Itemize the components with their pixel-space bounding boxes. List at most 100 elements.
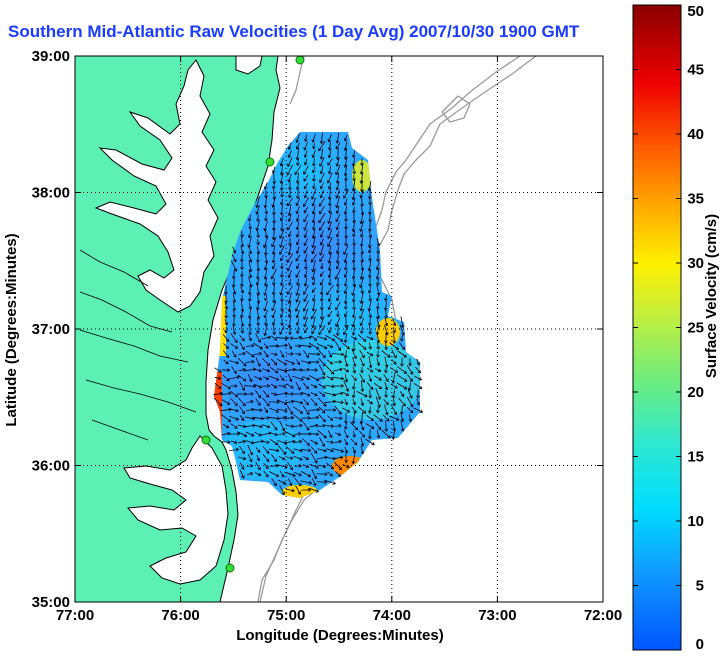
vector-head <box>298 345 302 348</box>
velocity-vector <box>312 229 316 239</box>
vector-head <box>393 412 397 416</box>
vector-head <box>235 363 239 365</box>
vector-head <box>321 266 324 270</box>
vector-head <box>316 361 320 364</box>
vector-head <box>280 308 283 312</box>
vector-head <box>279 236 283 239</box>
vector-head <box>240 259 243 263</box>
velocity-vector <box>276 337 288 339</box>
vector-head <box>311 268 313 272</box>
vector-head <box>378 242 381 247</box>
velocity-vector <box>400 414 404 422</box>
vector-head <box>241 348 245 351</box>
vector-head <box>319 194 321 199</box>
vector-head <box>296 251 300 254</box>
velocity-vector <box>337 252 339 264</box>
colorbar-tick-label: 10 <box>687 513 704 530</box>
vector-head <box>322 423 326 426</box>
velocity-vector <box>309 487 319 493</box>
vector-head <box>250 274 253 278</box>
vector-head <box>351 228 354 232</box>
vector-head <box>272 315 276 319</box>
vector-head <box>303 194 306 199</box>
velocity-vector <box>332 353 344 355</box>
vector-head <box>336 314 339 318</box>
vector-head <box>329 419 333 421</box>
vector-head <box>313 186 316 190</box>
velocity-vector <box>319 254 325 262</box>
velocity-vector <box>365 423 375 429</box>
vector-head <box>279 282 282 286</box>
vector-head <box>378 435 381 439</box>
vector-head <box>332 395 336 397</box>
vector-head <box>345 355 348 359</box>
velocity-vector <box>416 358 420 366</box>
velocity-vector <box>231 350 237 358</box>
vector-head <box>284 408 288 412</box>
velocity-vector <box>312 133 316 143</box>
velocity-vector <box>276 392 288 396</box>
vector-head <box>376 354 379 358</box>
vector-head <box>258 322 260 326</box>
velocity-vector <box>361 253 363 263</box>
vector-head <box>324 455 328 458</box>
vector-head <box>257 396 261 399</box>
vector-head <box>346 379 349 383</box>
vector-head <box>401 363 404 367</box>
vector-head <box>295 299 297 303</box>
colorbar-tick-label: 15 <box>687 449 704 466</box>
velocity-vector <box>249 285 251 295</box>
vector-head <box>288 234 292 238</box>
vector-head <box>336 297 338 301</box>
vector-head <box>292 488 295 492</box>
vector-head <box>264 187 268 190</box>
vector-head <box>264 297 266 302</box>
vector-head <box>235 419 239 421</box>
velocity-vector <box>384 382 388 390</box>
vector-head <box>408 419 412 422</box>
vector-head <box>327 181 331 184</box>
velocity-vector <box>280 215 284 221</box>
velocity-vector <box>336 262 340 270</box>
velocity-vector <box>236 431 248 437</box>
velocity-vector <box>327 344 333 348</box>
velocity-vector <box>318 413 326 423</box>
velocity-vector <box>367 399 373 405</box>
vector-head <box>328 221 331 224</box>
vector-head <box>281 308 284 312</box>
velocity-vector <box>344 311 348 317</box>
vector-head <box>393 395 396 399</box>
velocity-vector <box>221 432 231 436</box>
vector-head <box>315 423 319 426</box>
vector-head <box>234 385 238 388</box>
vector-head <box>367 290 370 294</box>
vector-head <box>274 354 278 357</box>
vector-head <box>354 363 357 367</box>
velocity-vector <box>329 141 331 151</box>
velocity-vector <box>389 342 399 350</box>
vector-head <box>362 412 366 414</box>
vector-head <box>271 307 273 311</box>
vector-head <box>328 275 332 279</box>
vector-head <box>419 377 422 381</box>
velocity-vector <box>240 236 244 248</box>
vector-head <box>271 251 274 255</box>
velocity-vector <box>254 376 262 380</box>
vector-head <box>250 473 254 476</box>
vector-head <box>340 400 344 403</box>
vector-head <box>274 428 278 431</box>
vector-head <box>360 451 364 455</box>
velocity-vector <box>327 471 333 477</box>
station-marker <box>295 56 305 65</box>
vector-head <box>256 205 260 208</box>
colorbar-tick-label: 25 <box>687 320 704 337</box>
velocity-vector <box>360 212 364 224</box>
vector-head <box>266 211 269 215</box>
vector-head <box>284 392 288 396</box>
vector-head <box>311 276 313 280</box>
vector-head <box>316 450 318 454</box>
vector-head <box>340 466 342 470</box>
vector-head <box>295 234 298 238</box>
vector-head <box>417 371 421 374</box>
velocity-vector <box>321 308 323 320</box>
